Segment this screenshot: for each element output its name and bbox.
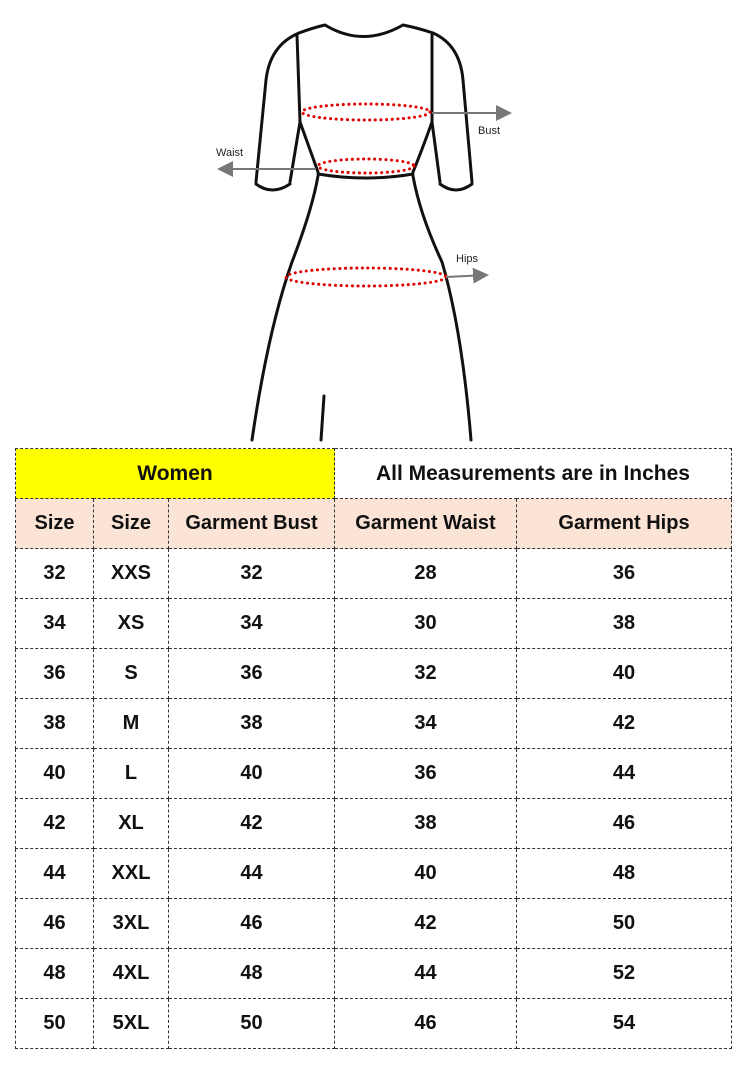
table-cell: 44 — [168, 848, 335, 899]
table-cell: 40 — [15, 748, 94, 799]
table-row: 48 4XL 48 44 52 — [15, 948, 732, 999]
table-cell: 32 — [168, 548, 335, 599]
table-cell: 46 — [516, 798, 732, 849]
table-cell: 34 — [15, 598, 94, 649]
table-cell: 30 — [334, 598, 517, 649]
table-cell: 32 — [15, 548, 94, 599]
table-cell: 54 — [516, 998, 732, 1049]
table-cell: 40 — [516, 648, 732, 699]
table-cell: 44 — [516, 748, 732, 799]
table-cell: 3XL — [93, 898, 169, 949]
table-cell: XXL — [93, 848, 169, 899]
table-cell: 44 — [15, 848, 94, 899]
table-row: 42 XL 42 38 46 — [15, 798, 732, 849]
table-cell: L — [93, 748, 169, 799]
measurement-ellipses — [284, 102, 448, 288]
table-cell: 46 — [334, 998, 517, 1049]
table-row: 36 S 36 32 40 — [15, 648, 732, 699]
units-note: All Measurements are in Inches — [334, 448, 732, 499]
waist-ellipse — [316, 157, 416, 175]
header-cell: Garment Hips — [516, 498, 732, 549]
table-cell: 42 — [15, 798, 94, 849]
arrows — [217, 105, 512, 284]
table-cell: XS — [93, 598, 169, 649]
table-cell: M — [93, 698, 169, 749]
table-cell: 50 — [168, 998, 335, 1049]
table-cell: 34 — [334, 698, 517, 749]
table-cell: 42 — [516, 698, 732, 749]
hips-ellipse — [284, 266, 448, 288]
table-cell: 50 — [516, 898, 732, 949]
table-row: 44 XXL 44 40 48 — [15, 848, 732, 899]
table-cell: 48 — [516, 848, 732, 899]
table-row: 32 XXS 32 28 36 — [15, 548, 732, 599]
table-cell: 38 — [15, 698, 94, 749]
table-row: 50 5XL 50 46 54 — [15, 998, 732, 1049]
table-row: 46 3XL 46 42 50 — [15, 898, 732, 949]
dress-measurement-diagram: Bust Waist Hips — [216, 23, 512, 442]
table-title: Women — [15, 448, 335, 499]
table-row: 40 L 40 36 44 — [15, 748, 732, 799]
table-cell: XXS — [93, 548, 169, 599]
table-cell: XL — [93, 798, 169, 849]
bust-ellipse — [300, 102, 432, 122]
table-cell: 48 — [15, 948, 94, 999]
table-row: 38 M 38 34 42 — [15, 698, 732, 749]
table-cell: 40 — [168, 748, 335, 799]
table-row: 34 XS 34 30 38 — [15, 598, 732, 649]
header-cell: Size — [93, 498, 169, 549]
table-cell: 44 — [334, 948, 517, 999]
table-cell: 46 — [168, 898, 335, 949]
hips-arrow-icon — [445, 267, 489, 284]
header-cell: Garment Waist — [334, 498, 517, 549]
table-cell: 38 — [168, 698, 335, 749]
header-cell: Size — [15, 498, 94, 549]
header-row: Size Size Garment Bust Garment Waist Gar… — [15, 498, 732, 549]
table-cell: 42 — [334, 898, 517, 949]
table-cell: 36 — [168, 648, 335, 699]
table-cell: 36 — [516, 548, 732, 599]
table-cell: S — [93, 648, 169, 699]
table-cell: 32 — [334, 648, 517, 699]
size-chart-table: Women All Measurements are in Inches Siz… — [15, 448, 732, 1049]
table-cell: 42 — [168, 798, 335, 849]
table-cell: 4XL — [93, 948, 169, 999]
table-cell: 38 — [334, 798, 517, 849]
table-cell: 50 — [15, 998, 94, 1049]
table-cell: 36 — [15, 648, 94, 699]
table-cell: 52 — [516, 948, 732, 999]
table-cell: 38 — [516, 598, 732, 649]
bust-label: Bust — [478, 125, 500, 137]
dress-outline — [250, 23, 474, 442]
waist-label: Waist — [216, 147, 243, 159]
title-row: Women All Measurements are in Inches — [15, 448, 732, 499]
table-cell: 34 — [168, 598, 335, 649]
table-cell: 36 — [334, 748, 517, 799]
table-cell: 40 — [334, 848, 517, 899]
table-cell: 48 — [168, 948, 335, 999]
hips-label: Hips — [456, 253, 479, 265]
table-cell: 46 — [15, 898, 94, 949]
table-cell: 28 — [334, 548, 517, 599]
table-cell: 5XL — [93, 998, 169, 1049]
header-cell: Garment Bust — [168, 498, 335, 549]
